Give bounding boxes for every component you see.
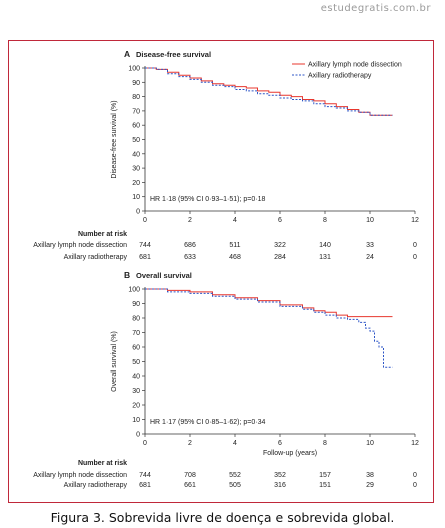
risk-value: 0 (413, 254, 417, 261)
x-tick-label: 0 (143, 217, 147, 224)
x-tick-label: 10 (366, 440, 374, 447)
risk-row-label: Axillary lymph node dissection (33, 472, 127, 479)
x-tick-label: 0 (143, 440, 147, 447)
panel-title: Disease-free survival (136, 50, 211, 59)
y-tick-label: 0 (136, 209, 140, 216)
y-tick-label: 30 (132, 166, 140, 173)
risk-value: 29 (366, 482, 374, 489)
risk-value: 352 (274, 472, 286, 479)
y-tick-label: 10 (132, 194, 140, 201)
risk-value: 316 (274, 482, 286, 489)
risk-value: 681 (139, 482, 151, 489)
risk-value: 708 (184, 472, 196, 479)
series-line-radiotherapy (145, 288, 393, 368)
risk-table-header: Number at risk (78, 231, 127, 238)
y-tick-label: 60 (132, 345, 140, 352)
series-line-alnd (145, 288, 393, 318)
figure-caption: Figura 3. Sobrevida livre de doença e so… (50, 510, 395, 525)
y-tick-label: 40 (132, 151, 140, 158)
x-tick-label: 12 (411, 217, 419, 224)
x-axis-label: Follow-up (years) (263, 450, 317, 457)
risk-value: 38 (366, 472, 374, 479)
risk-value: 511 (229, 242, 240, 249)
series-line-radiotherapy (145, 67, 393, 116)
risk-value: 0 (413, 242, 417, 249)
x-tick-label: 8 (323, 440, 327, 447)
y-axis-label: Overall survival (%) (111, 331, 118, 392)
y-tick-label: 80 (132, 94, 140, 101)
panel-letter: A (124, 49, 130, 59)
hazard-ratio-text: HR 1·18 (95% CI 0·93–1·51); p=0·18 (150, 196, 265, 203)
y-tick-label: 90 (132, 301, 140, 308)
figure-frame (8, 40, 434, 503)
risk-value: 157 (319, 472, 331, 479)
x-tick-label: 2 (188, 440, 192, 447)
x-tick-label: 2 (188, 217, 192, 224)
risk-value: 140 (319, 242, 331, 249)
y-tick-label: 50 (132, 359, 140, 366)
risk-value: 633 (184, 254, 196, 261)
panel-title: Overall survival (136, 271, 192, 280)
x-tick-label: 6 (278, 217, 282, 224)
risk-value: 24 (366, 254, 374, 261)
risk-value: 468 (229, 254, 241, 261)
hazard-ratio-text: HR 1·17 (95% CI 0·85–1·62); p=0·34 (150, 419, 265, 426)
panel-letter: B (124, 270, 130, 280)
x-tick-label: 4 (233, 217, 237, 224)
y-axis-label: Disease-free survival (%) (111, 100, 118, 178)
risk-value: 552 (229, 472, 241, 479)
watermark: estudegratis.com.br (320, 3, 431, 14)
y-tick-label: 0 (136, 432, 140, 439)
risk-row-label: Axillary radiotherapy (64, 482, 128, 489)
x-tick-label: 4 (233, 440, 237, 447)
y-tick-label: 20 (132, 403, 140, 410)
risk-value: 284 (274, 254, 286, 261)
y-tick-label: 80 (132, 316, 140, 323)
y-tick-label: 50 (132, 137, 140, 144)
risk-value: 744 (139, 242, 151, 249)
risk-value: 151 (319, 482, 331, 489)
legend-label: Axillary lymph node dissection (308, 62, 402, 69)
y-tick-label: 70 (132, 330, 140, 337)
risk-row-label: Axillary radiotherapy (64, 254, 128, 261)
risk-value: 681 (139, 254, 151, 261)
x-tick-label: 6 (278, 440, 282, 447)
y-tick-label: 30 (132, 388, 140, 395)
risk-value: 744 (139, 472, 151, 479)
risk-value: 661 (184, 482, 196, 489)
y-tick-label: 100 (128, 287, 140, 294)
risk-row-label: Axillary lymph node dissection (33, 242, 127, 249)
risk-value: 131 (319, 254, 331, 261)
x-tick-label: 8 (323, 217, 327, 224)
x-tick-label: 10 (366, 217, 374, 224)
risk-table-header: Number at risk (78, 460, 127, 467)
risk-value: 686 (184, 242, 196, 249)
y-tick-label: 10 (132, 417, 140, 424)
y-tick-label: 70 (132, 108, 140, 115)
legend-label: Axillary radiotherapy (308, 73, 372, 80)
risk-value: 33 (366, 242, 374, 249)
y-tick-label: 20 (132, 180, 140, 187)
y-tick-label: 90 (132, 80, 140, 87)
y-tick-label: 100 (128, 66, 140, 73)
series-line-alnd (145, 67, 393, 116)
x-tick-label: 12 (411, 440, 419, 447)
y-tick-label: 60 (132, 123, 140, 130)
risk-value: 322 (274, 242, 286, 249)
y-tick-label: 40 (132, 374, 140, 381)
risk-value: 0 (413, 472, 417, 479)
risk-value: 505 (229, 482, 241, 489)
risk-value: 0 (413, 482, 417, 489)
